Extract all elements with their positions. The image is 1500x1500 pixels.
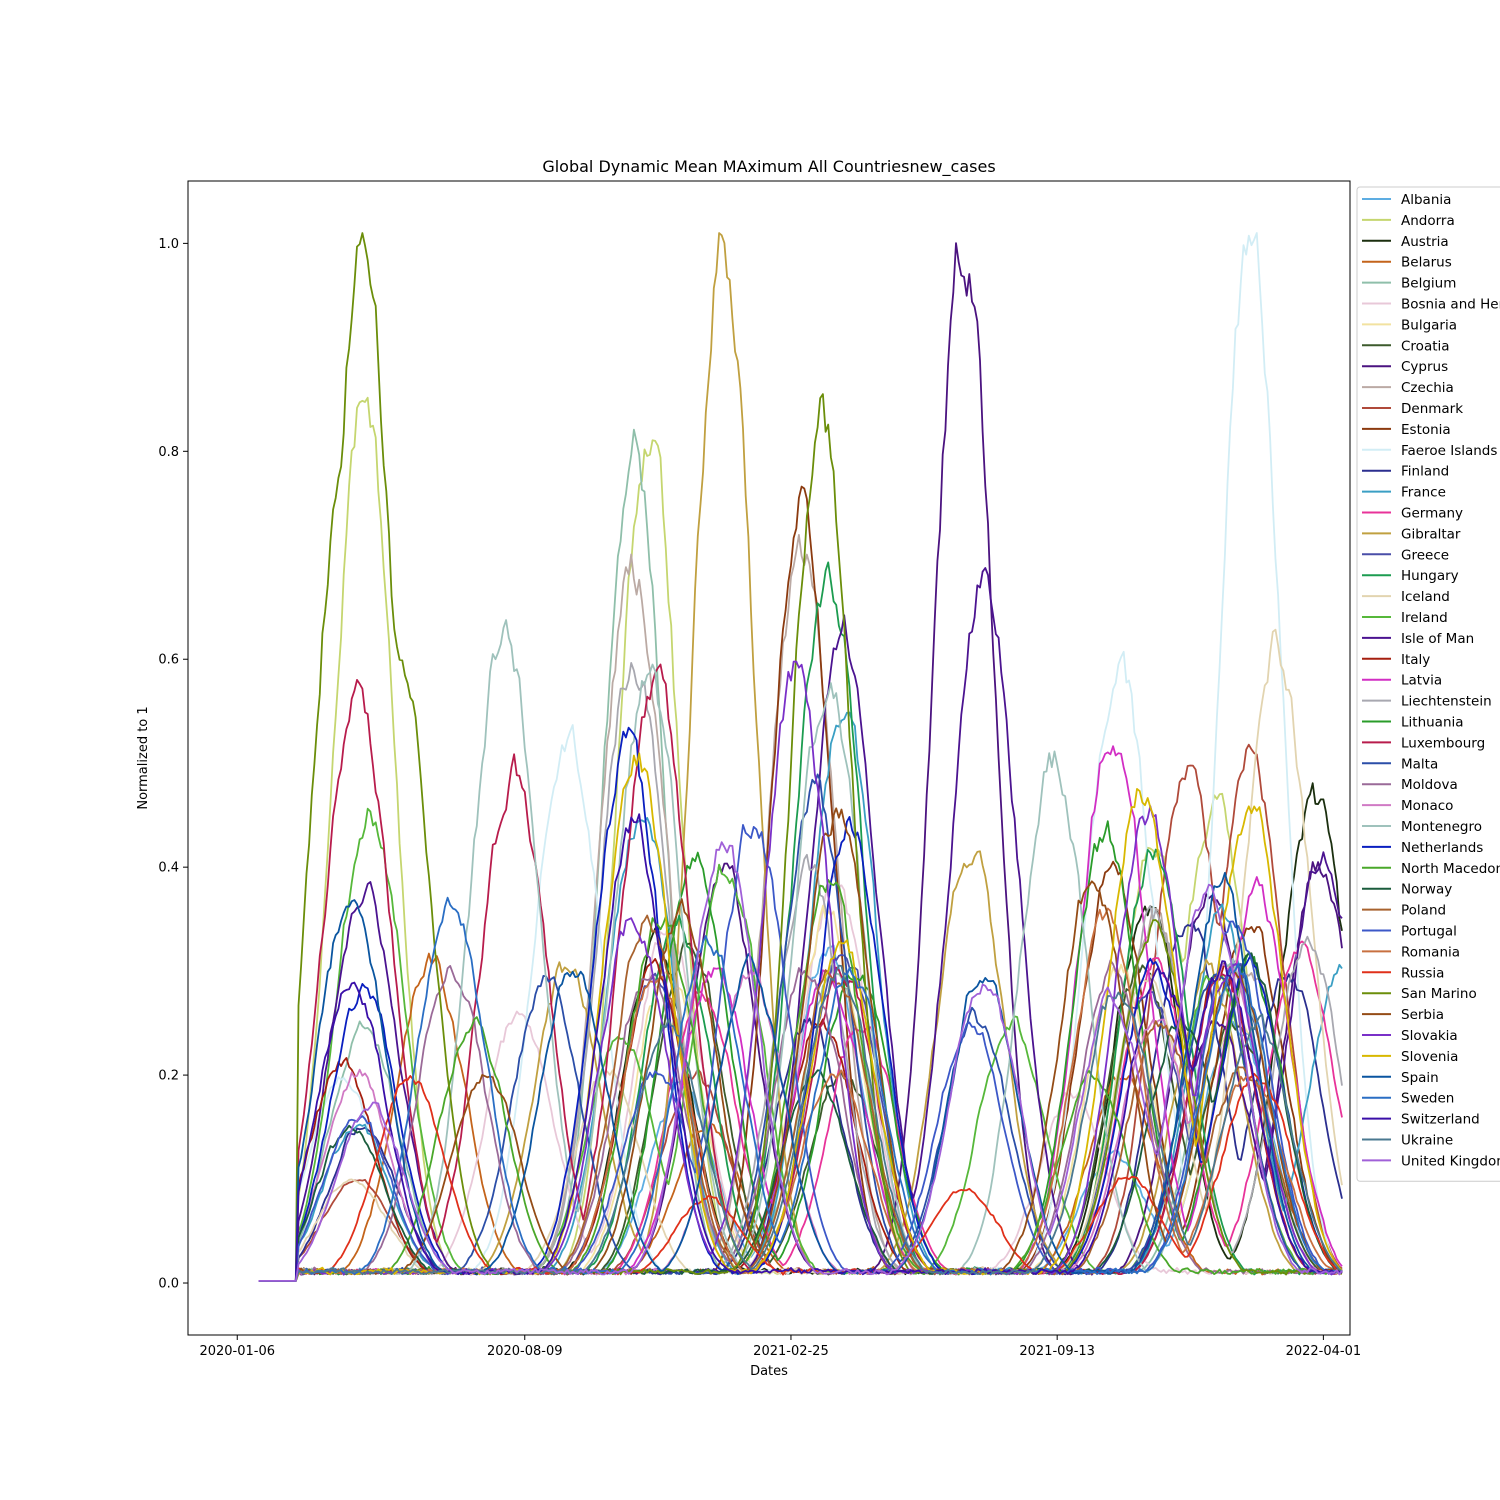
legend-label: Montenegro	[1401, 819, 1482, 835]
legend-label: Romania	[1401, 944, 1460, 960]
legend-label: Netherlands	[1401, 840, 1483, 856]
y-tick-label: 0.8	[158, 445, 179, 460]
legend-label: Gibraltar	[1401, 526, 1461, 542]
legend-label: Finland	[1401, 464, 1449, 480]
legend-label: Isle of Man	[1401, 631, 1474, 647]
legend-label: North Macedonia	[1401, 861, 1500, 877]
series-line	[258, 879, 1343, 1282]
legend-label: Estonia	[1401, 422, 1451, 438]
legend-label: Poland	[1401, 903, 1446, 919]
legend-label: Ukraine	[1401, 1133, 1453, 1149]
legend-label: Andorra	[1401, 213, 1455, 229]
legend-label: Cyprus	[1401, 359, 1448, 375]
legend-label: Lithuania	[1401, 715, 1464, 731]
legend-label: Italy	[1401, 652, 1430, 668]
series-line	[258, 964, 1343, 1282]
x-tick-label: 2020-08-09	[487, 1344, 563, 1359]
legend-label: Moldova	[1401, 777, 1458, 793]
legend-label: Denmark	[1401, 401, 1463, 417]
legend-label: Serbia	[1401, 1007, 1444, 1023]
legend-label: Slovakia	[1401, 1028, 1458, 1044]
chart-title: Global Dynamic Mean MAximum All Countrie…	[542, 157, 995, 177]
legend-label: Croatia	[1401, 338, 1450, 354]
legend-label: Monaco	[1401, 798, 1453, 814]
legend-label: Belgium	[1401, 276, 1456, 292]
legend-label: Norway	[1401, 882, 1452, 898]
y-axis: 0.0 0.2 0.4 0.6 0.8 1.0	[158, 237, 188, 1292]
series-line	[258, 896, 1343, 1282]
y-axis-label: Normalized to 1	[136, 706, 151, 809]
legend-label: Albania	[1401, 192, 1451, 208]
legend-label: Ireland	[1401, 610, 1448, 626]
legend: Albania Andorra Austria Belarus Belgium Bosni…	[1356, 186, 1500, 1182]
x-tick-label: 2021-02-25	[753, 1344, 829, 1359]
legend-label: Russia	[1401, 965, 1444, 981]
legend-label: Sweden	[1401, 1091, 1454, 1107]
legend-label: Faeroe Islands	[1401, 443, 1497, 459]
x-axis-label: Dates	[750, 1364, 788, 1379]
legend-label: Liechtenstein	[1401, 694, 1492, 710]
legend-label: Portugal	[1401, 924, 1457, 940]
series-line	[258, 874, 1343, 1282]
x-axis: 2020-01-06 2020-08-09 2021-02-25 2021-09-13…	[199, 1335, 1361, 1359]
plot-frame	[187, 180, 1351, 1336]
x-tick-label: 2020-01-06	[199, 1344, 275, 1359]
series-line	[258, 872, 1343, 1282]
legend-label: Hungary	[1401, 568, 1459, 584]
legend-label: Luxembourg	[1401, 735, 1485, 751]
x-tick-label: 2022-04-01	[1286, 1344, 1362, 1359]
legend-label: Latvia	[1401, 673, 1442, 689]
legend-label: Spain	[1401, 1070, 1439, 1086]
y-tick-label: 0.4	[158, 861, 179, 876]
legend-label: Belarus	[1401, 255, 1452, 271]
x-tick-label: 2021-09-13	[1019, 1344, 1095, 1359]
legend-label: San Marino	[1401, 986, 1477, 1002]
legend-label: Bosnia and Herzegovina	[1401, 297, 1500, 313]
legend-label: United Kingdom	[1401, 1153, 1500, 1169]
legend-label: Malta	[1401, 756, 1438, 772]
legend-label: Switzerland	[1401, 1112, 1480, 1128]
legend-frame	[1356, 186, 1500, 1182]
y-tick-label: 0.0	[158, 1277, 179, 1292]
legend-label: Bulgaria	[1401, 317, 1457, 333]
legend-label: Slovenia	[1401, 1049, 1458, 1065]
legend-label: Czechia	[1401, 380, 1454, 396]
series-line	[258, 752, 1343, 1282]
series-line	[258, 841, 1343, 1282]
legend-label: Greece	[1401, 547, 1449, 563]
y-tick-label: 1.0	[158, 237, 179, 252]
legend-label: Germany	[1401, 506, 1463, 522]
legend-label: Iceland	[1401, 589, 1450, 605]
y-tick-label: 0.6	[158, 653, 179, 668]
legend-label: France	[1401, 485, 1446, 501]
legend-label: Austria	[1401, 234, 1449, 250]
series-line	[258, 807, 1343, 1282]
y-tick-label: 0.2	[158, 1069, 179, 1084]
series-line	[258, 232, 1342, 1282]
